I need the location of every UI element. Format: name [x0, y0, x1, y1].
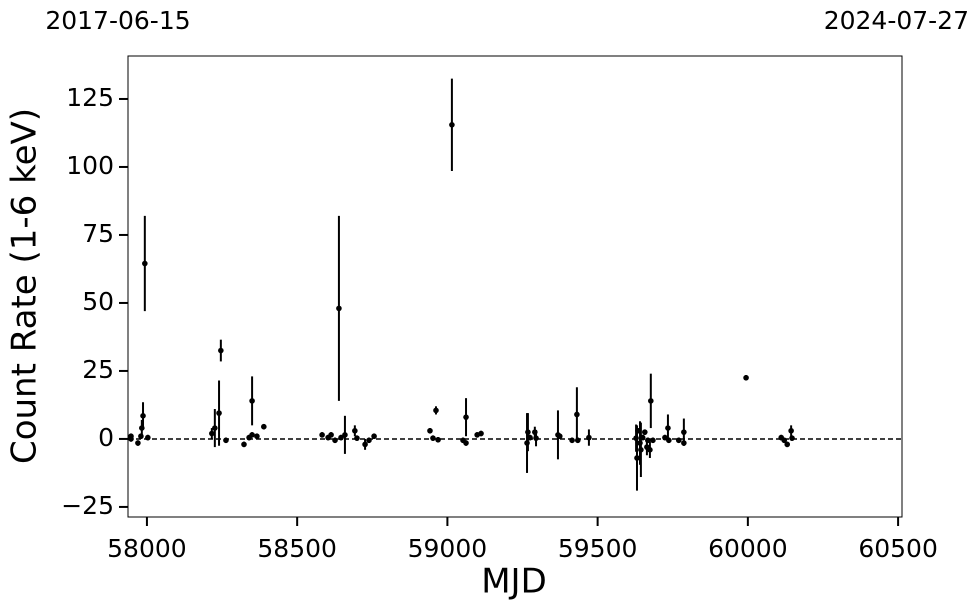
x-tick-label: 58000 [107, 534, 187, 563]
data-point [254, 433, 260, 440]
data-point [533, 435, 539, 441]
y-tick-label: 0 [98, 423, 114, 452]
data-point [463, 440, 469, 446]
data-point [666, 437, 672, 444]
data-point [648, 398, 654, 404]
data-point [135, 440, 141, 446]
data-point [650, 437, 656, 444]
data-point [478, 430, 484, 437]
data-point [638, 447, 644, 453]
data-point [788, 427, 794, 434]
x-tick-label: 58500 [257, 534, 337, 563]
data-point [634, 455, 640, 461]
data-point [336, 305, 342, 312]
top-label: 2017-06-15 [45, 6, 190, 35]
data-point [427, 427, 433, 434]
data-point [574, 437, 581, 444]
y-tick-label: 50 [82, 287, 114, 316]
data-point [639, 434, 646, 441]
y-tick-label: −25 [61, 491, 114, 520]
data-point [574, 411, 580, 418]
data-point [665, 425, 671, 431]
data-point [212, 425, 218, 431]
data-point [371, 433, 377, 440]
data-point [556, 433, 563, 440]
x-tick-label: 59500 [558, 534, 638, 563]
data-point [569, 437, 575, 444]
data-point [527, 434, 533, 441]
data-point [642, 429, 648, 435]
data-point [128, 436, 134, 442]
y-tick-label: 125 [66, 83, 114, 112]
data-point [675, 437, 682, 444]
y-tick-label: 75 [82, 219, 114, 248]
data-point [261, 423, 267, 430]
y-tick-label: 25 [82, 355, 114, 384]
plot-frame [127, 55, 903, 518]
data-point [218, 347, 224, 354]
data-point [249, 398, 255, 404]
x-tick-label: 59000 [408, 534, 488, 563]
data-point [784, 441, 791, 448]
data-point [681, 429, 687, 435]
data-point [338, 434, 344, 441]
top-label: 2024-07-27 [824, 6, 969, 35]
data-point [743, 374, 749, 381]
data-point [223, 437, 229, 444]
data-point [328, 432, 334, 438]
data-point [789, 435, 795, 441]
data-point [781, 437, 788, 444]
data-point [332, 437, 338, 444]
data-point [145, 434, 151, 441]
data-point [463, 414, 469, 420]
data-point [430, 435, 436, 441]
data-point [352, 427, 358, 434]
data-point [140, 413, 146, 419]
data-point [681, 440, 687, 446]
data-point [138, 433, 144, 440]
data-point [433, 407, 439, 414]
data-point [354, 435, 360, 441]
data-point [449, 122, 455, 128]
x-tick-label: 60500 [858, 534, 938, 563]
data-point [362, 441, 368, 448]
y-axis-label: Count Rate (1-6 keV) [5, 108, 45, 464]
x-tick-label: 60000 [708, 534, 788, 563]
data-point [525, 429, 531, 435]
data-point [249, 432, 255, 438]
data-point [142, 260, 148, 267]
data-point [216, 410, 222, 416]
data-point [647, 447, 653, 453]
data-point [435, 436, 441, 443]
data-point [586, 434, 592, 441]
data-point [241, 441, 247, 448]
data-point [366, 437, 372, 444]
x-axis-label: MJD [481, 562, 547, 602]
data-point [319, 432, 325, 438]
data-point [662, 434, 668, 441]
data-point [209, 430, 215, 437]
data-point [342, 432, 348, 438]
y-tick-label: 100 [66, 151, 114, 180]
